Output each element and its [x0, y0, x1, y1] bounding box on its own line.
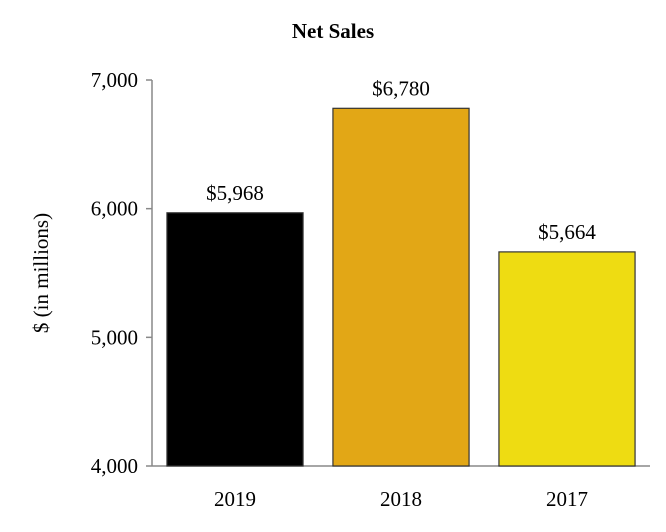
- y-tick-label: 4,000: [91, 454, 138, 478]
- data-label-2018: $6,780: [372, 76, 430, 100]
- chart-title: Net Sales: [292, 19, 374, 43]
- y-tick-label: 6,000: [91, 197, 138, 221]
- x-tick-label-2018: 2018: [380, 487, 422, 511]
- data-label-2019: $5,968: [206, 181, 264, 205]
- y-axis-ticks: 4,000 5,000 6,000 7,000: [91, 68, 152, 478]
- y-tick-label: 7,000: [91, 68, 138, 92]
- x-axis-labels: 2019 2018 2017: [214, 487, 588, 511]
- bars-group: [166, 107, 636, 467]
- bar-2019: [166, 212, 304, 467]
- y-tick-label: 5,000: [91, 325, 138, 349]
- y-axis-label: $ (in millions): [29, 213, 53, 333]
- x-tick-label-2019: 2019: [214, 487, 256, 511]
- x-tick-label-2017: 2017: [546, 487, 588, 511]
- bar-2017: [498, 251, 636, 467]
- data-label-2017: $5,664: [538, 220, 596, 244]
- data-labels-group: $5,968 $6,780 $5,664: [206, 76, 596, 244]
- bar-2018: [332, 107, 470, 467]
